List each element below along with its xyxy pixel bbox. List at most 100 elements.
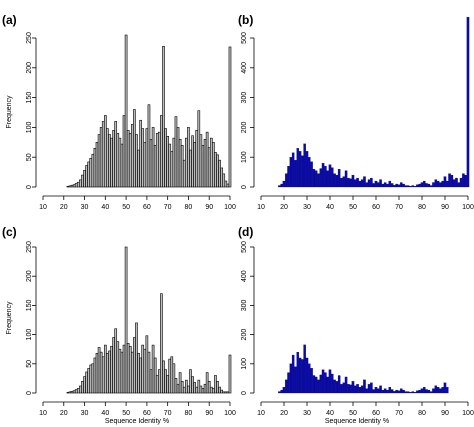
histogram-bar (212, 142, 215, 188)
histogram-bar (76, 181, 80, 188)
histogram-bar (308, 363, 311, 394)
histogram-bar (191, 135, 194, 188)
histogram-bar (106, 128, 109, 188)
histogram-bar (358, 180, 362, 188)
histogram-bar (172, 363, 176, 394)
histogram-bar (446, 387, 449, 394)
histogram-bar (340, 384, 343, 394)
histogram-bar (91, 153, 95, 188)
x-tick-label: 20 (280, 204, 288, 211)
histogram-bar (91, 363, 95, 394)
histogram-bar (228, 354, 232, 394)
histogram-bar (220, 389, 223, 394)
histogram-bar (379, 385, 382, 394)
histogram-bar (174, 116, 178, 188)
histogram-bar (441, 387, 444, 394)
y-tick-label: 100 (241, 358, 248, 370)
histogram-bar (372, 389, 375, 394)
histogram-bar (108, 134, 111, 188)
histogram-bar (207, 381, 211, 394)
histogram-bar (95, 352, 99, 394)
x-tick-label: 10 (257, 204, 265, 211)
histogram-bar (289, 363, 293, 394)
histogram-bar (101, 121, 105, 188)
y-tick-label: 200 (26, 270, 33, 282)
y-tick-label: 500 (241, 241, 248, 253)
y-tick-label: 50 (26, 360, 33, 368)
histogram-bar (160, 115, 163, 188)
histogram-bar (335, 381, 339, 394)
histogram-bar (93, 357, 97, 394)
histogram-bar (162, 46, 165, 188)
chart-panel-1: (a) 0 50 100 150 200 250 10 20 30 40 50 60 70 80 90 100 F… (2, 13, 236, 211)
histogram-bar (149, 139, 153, 188)
x-tick-label: 60 (143, 410, 151, 417)
histogram-bar (120, 351, 124, 394)
histogram-bar (324, 166, 327, 188)
y-axis-title: Frequency (6, 95, 13, 129)
histogram-bar (301, 359, 304, 394)
histogram-bar (388, 387, 392, 394)
histogram-bar (383, 388, 387, 394)
histogram-bar (390, 183, 394, 188)
x-tick-label: 40 (326, 204, 334, 211)
y-tick-label: 200 (241, 329, 248, 341)
histogram-bar (95, 142, 99, 188)
histogram-bar (180, 144, 184, 188)
y-tick-label: 0 (241, 391, 248, 395)
y-tick-label: 150 (26, 299, 33, 311)
x-tick-label: 80 (185, 410, 193, 417)
x-tick-label: 60 (372, 204, 380, 211)
histogram-bar (324, 372, 327, 394)
histogram-bar (174, 378, 178, 394)
histogram-bar (319, 168, 323, 188)
x-tick-label: 30 (81, 410, 89, 417)
histogram-bar (149, 369, 153, 394)
x-tick-label: 50 (349, 410, 357, 417)
histogram-bar (135, 134, 138, 188)
histogram-bar (393, 185, 396, 188)
histogram-bar (226, 183, 230, 188)
histogram-bar (218, 159, 221, 188)
histogram-bar (106, 352, 109, 394)
histogram-bar (386, 183, 389, 188)
histogram-bar (395, 389, 398, 394)
y-tick-label: 300 (241, 92, 248, 104)
histogram-bar (76, 388, 80, 394)
histogram-bar (85, 371, 88, 394)
histogram-bar (212, 388, 215, 394)
histogram-bar (170, 356, 174, 394)
histogram-bar (282, 180, 286, 188)
histogram-bar (166, 375, 169, 394)
histogram-bar (298, 151, 302, 188)
histogram-bar (335, 174, 339, 188)
x-tick-label: 20 (60, 410, 68, 417)
histogram-bar (439, 388, 442, 394)
histogram-bar (282, 387, 286, 394)
histogram-bar (308, 157, 311, 188)
histogram-bar (411, 391, 415, 394)
x-tick-label: 80 (418, 204, 426, 211)
histogram-bar (450, 174, 454, 188)
histogram-bar (344, 376, 348, 394)
histogram-bar (423, 387, 426, 394)
histogram-bar (66, 186, 70, 188)
histogram-bar (145, 128, 149, 188)
histogram-bar (114, 121, 118, 188)
histogram-bar (103, 115, 107, 188)
histogram-bar (305, 151, 309, 188)
histogram-bar (287, 372, 290, 394)
histogram-bar (216, 154, 219, 188)
x-tick-label: 30 (303, 410, 311, 417)
histogram-bar (296, 351, 300, 394)
histogram-bar (413, 391, 417, 394)
histogram-bar (114, 328, 118, 394)
histogram-bar (124, 246, 128, 394)
histogram-bar (112, 337, 115, 394)
histogram-bar (79, 179, 82, 188)
histogram-bar (372, 183, 375, 188)
panel-label: (d) (238, 225, 253, 239)
histogram-bar (314, 376, 318, 394)
x-tick-label: 100 (462, 410, 474, 417)
y-tick-label: 400 (241, 62, 248, 74)
